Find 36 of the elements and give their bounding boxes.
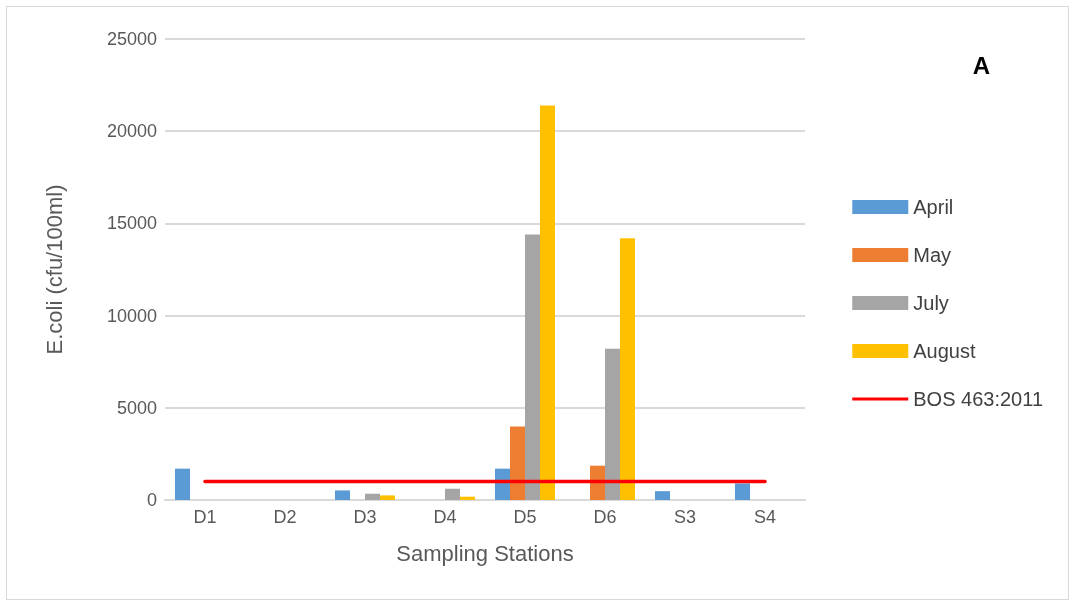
x-axis-title: Sampling Stations xyxy=(396,540,574,566)
x-tick-label: D4 xyxy=(433,507,457,527)
bar xyxy=(380,495,395,500)
x-tick-label: S4 xyxy=(753,507,777,527)
y-tick-label: 0 xyxy=(146,490,157,510)
bar xyxy=(655,491,670,500)
bar xyxy=(605,348,620,500)
y-tick-label: 10000 xyxy=(106,305,157,326)
y-tick-label: 25000 xyxy=(106,29,157,49)
y-axis-title: E.coli (cfu/100ml) xyxy=(41,184,67,355)
legend-label: May xyxy=(913,244,952,266)
legend-label: August xyxy=(913,340,976,362)
legend-label: BOS 463:2011 xyxy=(913,388,1044,410)
x-tick-label: D5 xyxy=(513,507,537,527)
bar xyxy=(445,488,460,500)
x-tick-label: D1 xyxy=(193,507,217,527)
x-tick-label: S3 xyxy=(673,507,697,527)
y-tick-label: 20000 xyxy=(106,121,157,142)
bar xyxy=(525,234,540,500)
bar xyxy=(590,465,605,500)
bar xyxy=(365,493,380,500)
bar xyxy=(335,490,350,500)
x-tick-label: D2 xyxy=(273,507,297,527)
bar xyxy=(460,496,475,500)
bar xyxy=(620,238,635,500)
legend-label: July xyxy=(913,292,949,314)
legend-label: April xyxy=(913,196,954,218)
y-tick-label: 15000 xyxy=(106,213,157,234)
bar xyxy=(735,483,750,500)
x-tick-label: D6 xyxy=(593,507,617,527)
bar xyxy=(175,468,190,500)
x-tick-label: D3 xyxy=(353,507,377,527)
y-tick-label: 5000 xyxy=(116,397,157,418)
bar xyxy=(540,105,555,500)
text: A xyxy=(972,51,991,79)
bar xyxy=(510,426,525,500)
